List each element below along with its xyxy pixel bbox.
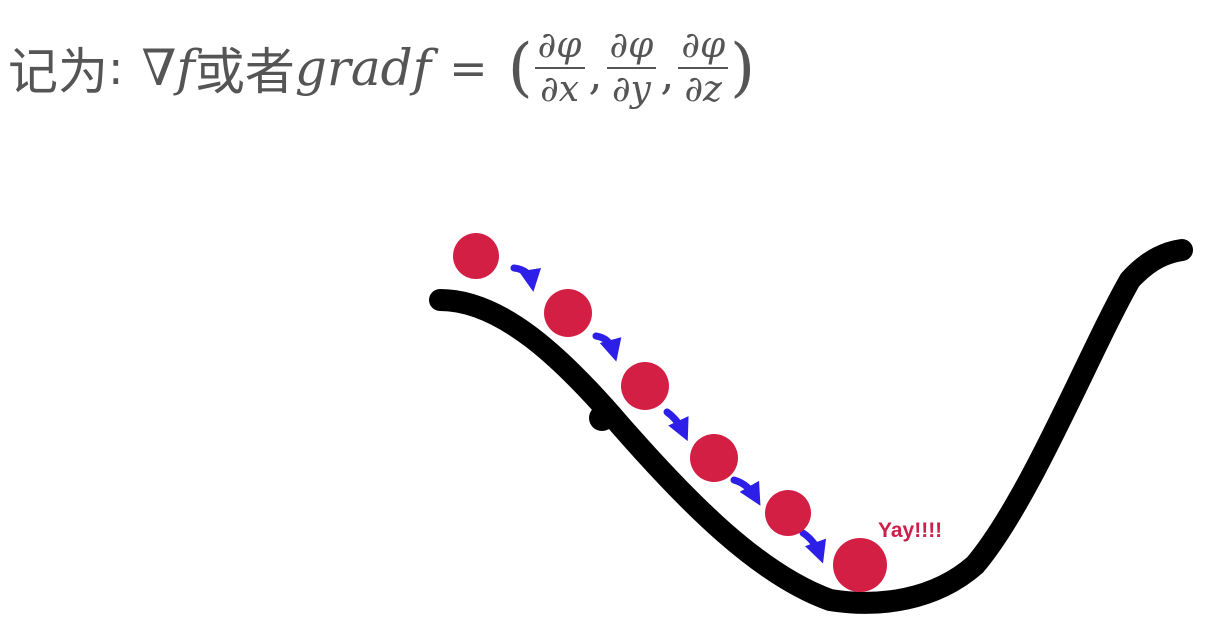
- descent-arrows: [510, 264, 827, 564]
- curve-blob: [589, 405, 615, 431]
- ball: [833, 538, 887, 592]
- fraction-numerator: ∂φ: [678, 26, 729, 69]
- ball: [765, 490, 811, 536]
- step-arrow: [592, 332, 622, 362]
- fraction-denominator: ∂x: [540, 69, 580, 110]
- open-paren: (: [507, 31, 533, 105]
- yay-annotation: Yay!!!!: [878, 519, 942, 542]
- step-arrow: [730, 476, 761, 506]
- fraction-numerator: ∂φ: [606, 26, 657, 69]
- grad-f: gradf: [294, 39, 432, 97]
- comma: ,: [660, 49, 675, 100]
- ball: [544, 289, 592, 337]
- descent-balls: [453, 233, 887, 592]
- ball: [453, 233, 499, 279]
- comma: ,: [588, 49, 603, 100]
- partial-y-fraction: ∂φ ∂y: [606, 26, 657, 110]
- nabla-f: ∇f: [141, 39, 195, 97]
- step-arrow: [799, 529, 827, 564]
- ball: [690, 434, 738, 482]
- fraction-denominator: ∂y: [611, 69, 651, 110]
- colon: :: [108, 41, 124, 95]
- ball: [621, 362, 669, 410]
- gradient-formula: 记为 : ∇f 或者 gradf = ( ∂φ ∂x , ∂φ ∂y , ∂φ …: [8, 18, 757, 118]
- partial-z-fraction: ∂φ ∂z: [678, 26, 729, 110]
- close-paren: ): [730, 31, 756, 105]
- step-arrow: [663, 408, 689, 442]
- equals-sign: =: [449, 41, 488, 95]
- valley-curve: [429, 239, 1193, 614]
- partial-x-fraction: ∂φ ∂x: [534, 26, 585, 110]
- fraction-denominator: ∂z: [684, 69, 723, 110]
- or-word: 或者: [194, 43, 295, 101]
- prefix-label: 记为: [8, 43, 108, 101]
- fraction-numerator: ∂φ: [534, 26, 585, 69]
- step-arrow: [510, 264, 542, 292]
